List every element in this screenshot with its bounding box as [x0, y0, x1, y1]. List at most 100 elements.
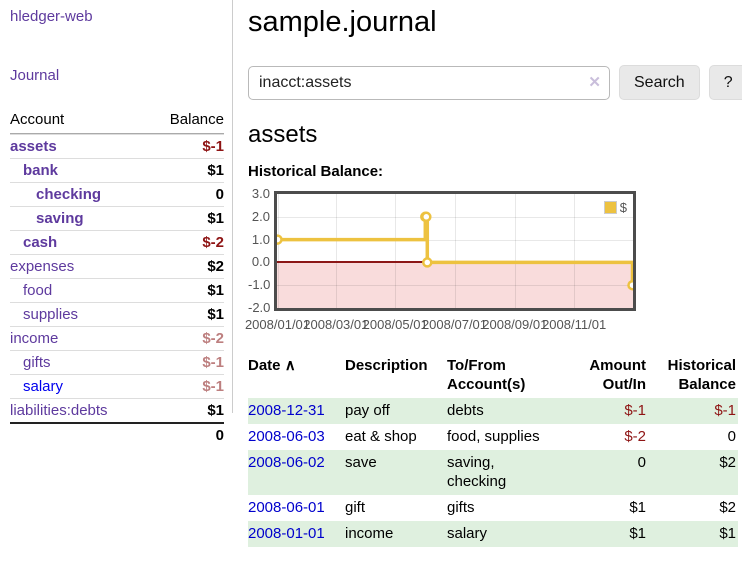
transaction-historical-balance: $2	[719, 499, 736, 516]
account-balance-table: Account Balance assets $-1 bank $1 checking 0…	[10, 108, 224, 447]
transaction-date-link[interactable]: 2008-12-31	[248, 402, 325, 419]
account-link-liabilities-debts[interactable]: liabilities:debts	[10, 402, 108, 419]
negative-region-fill	[277, 262, 633, 308]
x-tick-label: 2008/07/01	[421, 317, 488, 332]
search-input[interactable]	[248, 65, 610, 100]
account-link-expenses[interactable]: expenses	[10, 258, 75, 275]
account-link-supplies[interactable]: supplies	[23, 306, 79, 323]
account-row: assets $-1	[10, 134, 224, 158]
transaction-historical-balance: $-1	[648, 398, 738, 424]
legend-swatch-icon	[603, 201, 617, 214]
transaction-historical-balance: $2	[648, 450, 738, 495]
historical-balance-chart: $ 3.0 2.0 1.0 0.0 -1.0 -2.0 2008/01/01 2008/03…	[245, 186, 738, 338]
sidebar-item-journal[interactable]: Journal	[10, 67, 60, 84]
transaction-accounts: food, supplies	[447, 428, 540, 445]
account-heading: assets	[248, 121, 318, 148]
account-row: liabilities:debts $1	[10, 398, 224, 422]
transaction-amount: $-1	[564, 398, 648, 424]
account-balance: $-1	[202, 378, 224, 395]
transaction-row: 2008-12-31 pay off debts $-1 $-1	[248, 398, 738, 424]
account-balance: $-1	[202, 138, 224, 155]
historical-column-header: Historical Balance	[667, 357, 736, 393]
transaction-amount: $1	[629, 499, 646, 516]
main-content: sample.journal ✕ Search ? assets Histori…	[245, 0, 742, 547]
app-title-link[interactable]: hledger-web	[10, 8, 93, 25]
account-column-header: Account	[10, 111, 65, 128]
sidebar: hledger-web Journal Account Balance asse…	[10, 8, 224, 447]
account-row: salary $-1	[10, 374, 224, 398]
help-button[interactable]: ?	[708, 65, 742, 100]
transaction-row: 2008-01-01 income salary $1 $1	[248, 521, 738, 547]
transaction-date-link[interactable]: 2008-06-03	[248, 428, 325, 445]
account-link-checking[interactable]: checking	[36, 186, 102, 203]
transactions-body: 2008-12-31 pay off debts $-1 $-1 2008-06-03 ea…	[248, 398, 738, 547]
account-link-income[interactable]: income	[10, 330, 59, 347]
search-button[interactable]: Search	[619, 65, 700, 100]
transaction-row: 2008-06-01 gift gifts $1 $2	[248, 495, 738, 521]
page-title: sample.journal	[248, 6, 437, 38]
y-tick-label: 3.0	[251, 186, 270, 201]
transaction-row: 2008-06-02 save saving, checking 0 $2	[248, 450, 738, 495]
transactions-table: Date ∧ Description To/From Account(s) Amo…	[248, 354, 738, 547]
transaction-historical-balance: $1	[648, 521, 738, 547]
transaction-date-link[interactable]: 2008-01-01	[248, 525, 325, 542]
account-link-cash[interactable]: cash	[23, 234, 58, 251]
account-balance: $-2	[202, 234, 224, 251]
account-row: expenses $2	[10, 254, 224, 278]
transaction-date-link[interactable]: 2008-06-02	[248, 454, 325, 471]
account-total-row: 0	[10, 422, 224, 447]
y-tick-label: -1.0	[248, 277, 271, 293]
account-balance: $-2	[202, 330, 224, 347]
transaction-date-link[interactable]: 2008-06-01	[248, 499, 325, 516]
transaction-description: save	[345, 450, 447, 495]
account-balance: $1	[207, 402, 224, 419]
transaction-description: income	[345, 521, 447, 547]
transaction-row: 2008-06-03 eat & shop food, supplies $-2 0	[248, 424, 738, 450]
chart-plot-area[interactable]: $	[274, 191, 636, 311]
account-link-salary[interactable]: salary	[23, 378, 64, 395]
transaction-accounts: gifts	[447, 499, 475, 516]
account-row: gifts $-1	[10, 350, 224, 374]
y-tick-label: 0.0	[251, 254, 270, 270]
account-rows: assets $-1 bank $1 checking 0 saving $1 cash $-2 e…	[10, 134, 224, 422]
account-link-assets[interactable]: assets	[10, 138, 57, 155]
transaction-description: gift	[345, 499, 366, 516]
account-link-bank[interactable]: bank	[23, 162, 59, 179]
sidebar-divider	[232, 0, 233, 413]
account-link-food[interactable]: food	[23, 282, 53, 299]
clear-search-icon[interactable]: ✕	[588, 73, 601, 91]
x-tick-label: 2008/05/01	[362, 317, 428, 332]
account-row: cash $-2	[10, 230, 224, 254]
legend-label: $	[619, 200, 627, 215]
chart-legend: $	[600, 198, 630, 217]
y-tick-label: 1.0	[251, 231, 270, 247]
account-row: supplies $1	[10, 302, 224, 326]
chart-title: Historical Balance:	[248, 163, 384, 180]
transaction-description: pay off	[345, 398, 447, 424]
account-balance: $2	[207, 258, 224, 275]
chart-plot-inner: $	[277, 194, 633, 308]
x-tick-label: 2008/01/01	[244, 317, 311, 332]
account-balance: $1	[207, 162, 224, 179]
transaction-accounts: salary	[447, 521, 564, 547]
account-balance: $1	[207, 210, 224, 227]
search-input-wrapper: ✕	[248, 65, 610, 100]
transaction-historical-balance: 0	[727, 428, 736, 445]
transaction-amount: 0	[564, 450, 648, 495]
transaction-amount: $-2	[624, 428, 646, 445]
total-balance: 0	[215, 427, 224, 444]
tofrom-column-header: To/From Account(s)	[447, 357, 526, 393]
transaction-accounts: saving, checking	[447, 450, 564, 495]
description-column-header: Description	[345, 357, 428, 374]
balance-series-line	[277, 211, 633, 291]
account-link-saving[interactable]: saving	[36, 210, 84, 227]
x-tick-label: 2008/09/01	[482, 317, 548, 332]
transaction-accounts: debts	[447, 398, 564, 424]
account-balance: 0	[215, 186, 224, 203]
y-tick-label: -2.0	[248, 300, 271, 315]
account-link-gifts[interactable]: gifts	[23, 354, 51, 371]
date-column-header[interactable]: Date ∧	[248, 357, 296, 374]
amount-column-header: Amount Out/In	[589, 357, 646, 393]
sort-ascending-icon: ∧	[284, 357, 296, 374]
